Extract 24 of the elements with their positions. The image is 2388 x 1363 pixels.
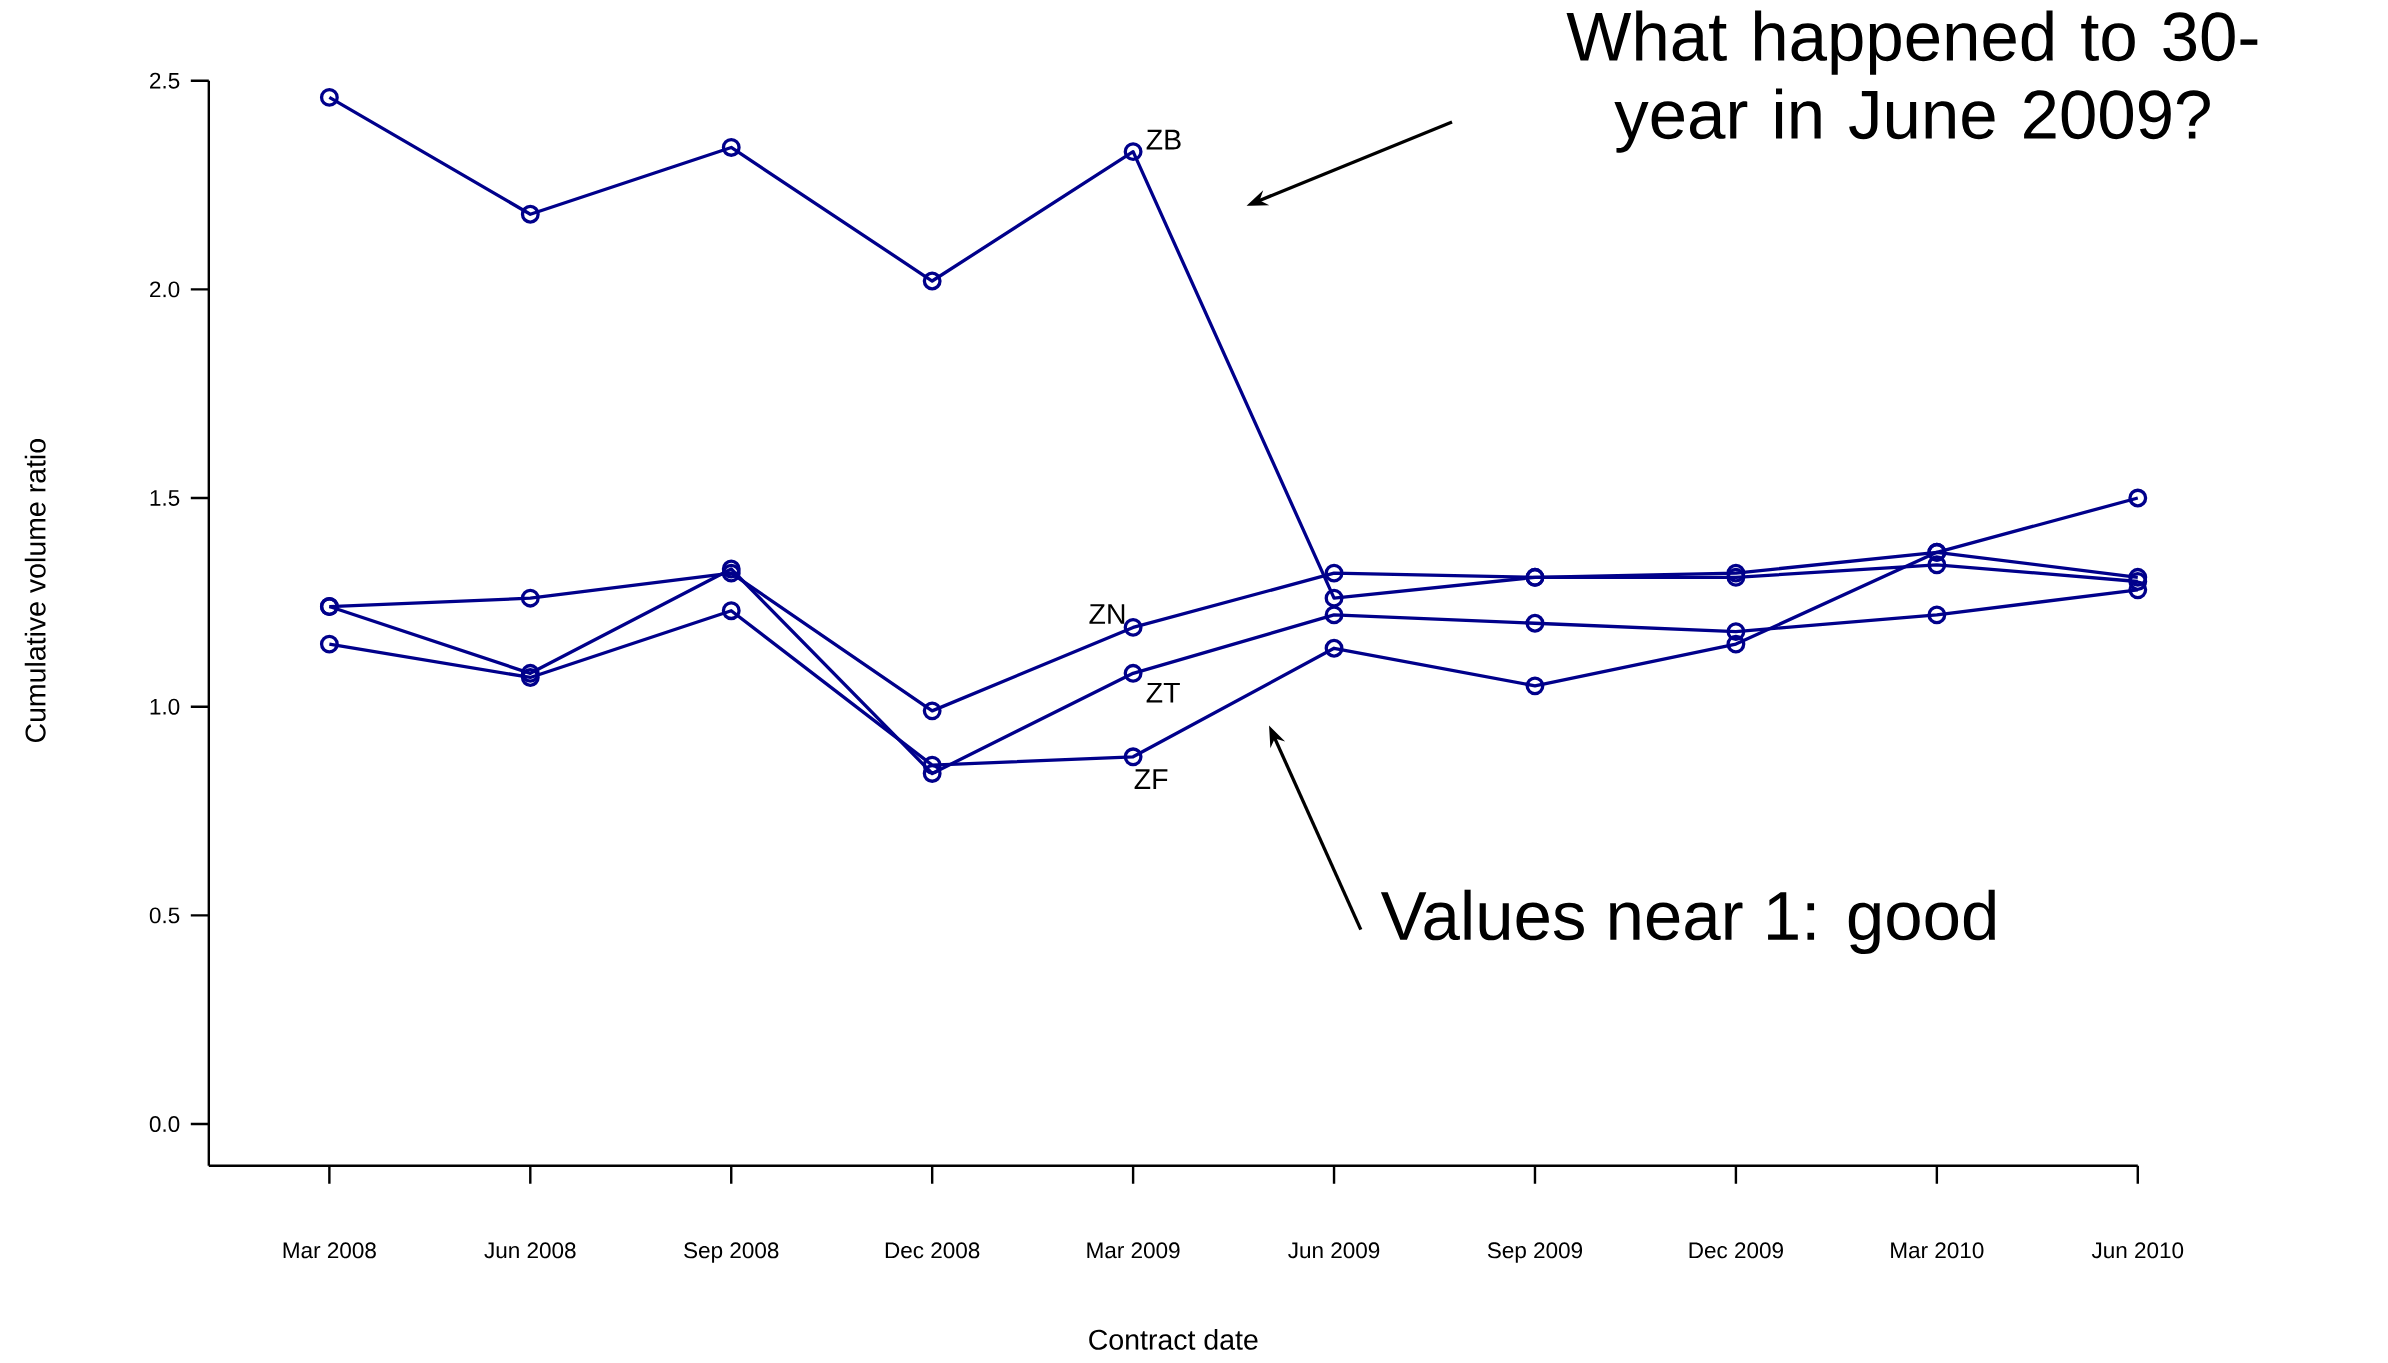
y-tick-label: 2.0 xyxy=(150,281,180,298)
y-tick-label: 1.0 xyxy=(150,698,180,715)
x-tick-label: Dec 2008 xyxy=(885,1242,980,1259)
x-tick-label: Jun 2008 xyxy=(484,1242,576,1259)
y-tick-label: 1.5 xyxy=(150,490,180,506)
x-tick-label: Jun 2010 xyxy=(2091,1242,2184,1259)
annotation: What happened to 30-year in June 2009? xyxy=(1566,10,2258,153)
y-tick-label: 0.5 xyxy=(149,907,180,924)
x-tick-label: Mar 2008 xyxy=(283,1242,376,1259)
annotation: Values near 1: good xyxy=(1380,889,1995,955)
y-axis-title: Cumulative volume ratio xyxy=(24,439,46,743)
y-tick-label: 2.5 xyxy=(150,72,180,89)
x-tick-label: Mar 2009 xyxy=(1087,1242,1180,1259)
x-tick-label: Dec 2009 xyxy=(1689,1242,1783,1259)
x-tick-label: Mar 2010 xyxy=(1891,1242,1984,1259)
series-label: ZB xyxy=(1146,129,1181,150)
y-tick-label: 0.0 xyxy=(149,1116,180,1133)
x-tick-label: Sep 2008 xyxy=(684,1242,779,1263)
x-tick-label: Jun 2009 xyxy=(1288,1242,1380,1259)
series-label: ZF xyxy=(1134,769,1168,790)
series-label: ZT xyxy=(1146,682,1180,703)
series-label: ZN xyxy=(1089,604,1125,624)
x-tick-label: Sep 2009 xyxy=(1487,1242,1583,1263)
x-axis-title: Contract date xyxy=(1089,1328,1258,1350)
